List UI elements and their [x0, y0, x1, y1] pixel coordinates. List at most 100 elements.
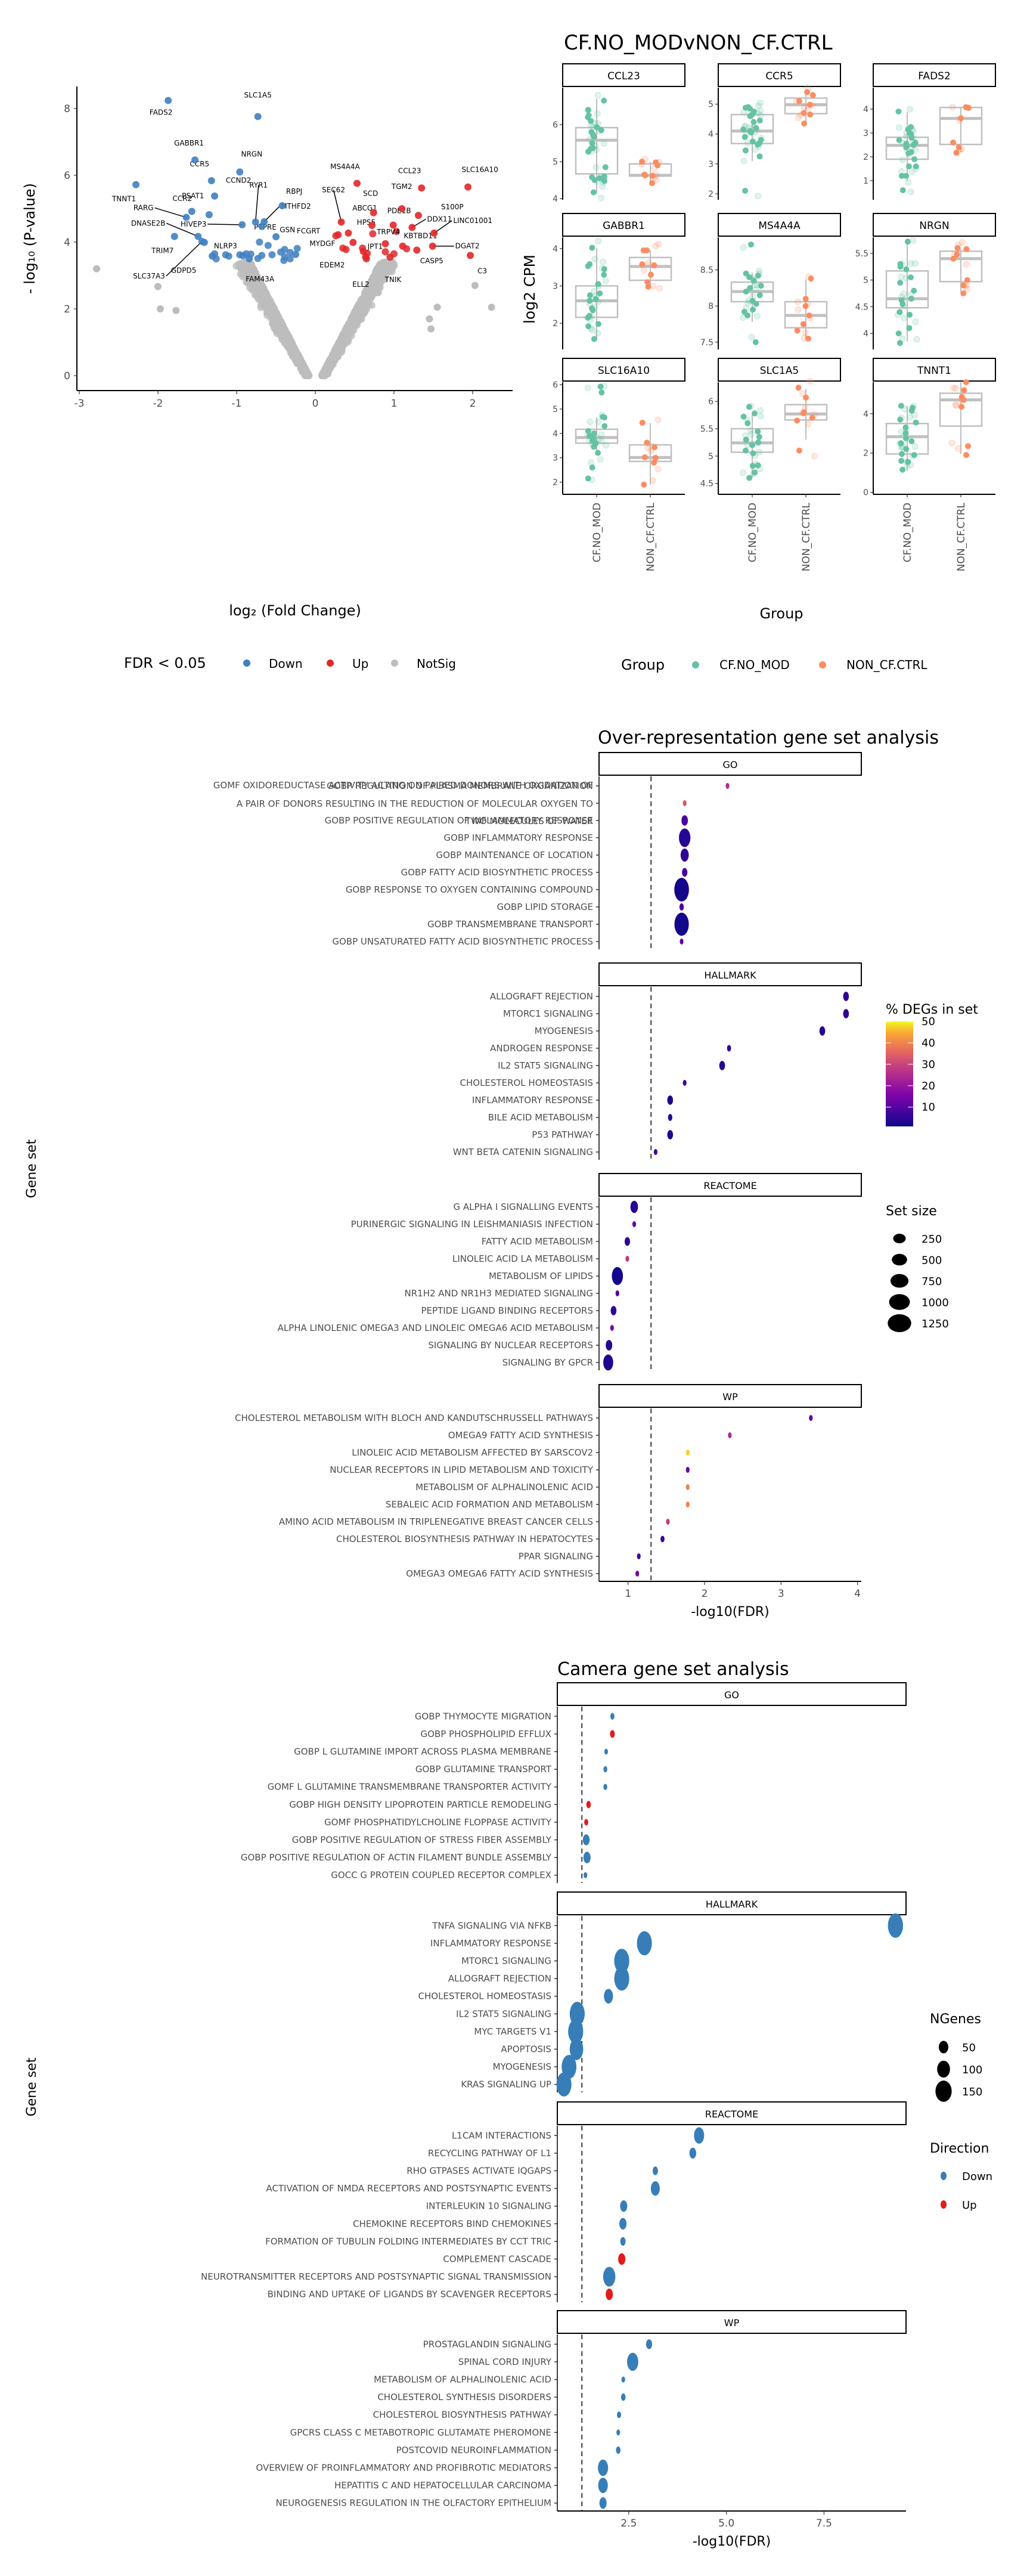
gene-set-dot — [606, 2288, 613, 2301]
sample-point — [752, 469, 758, 476]
sample-point-faded — [909, 453, 916, 460]
sample-point — [597, 290, 603, 296]
label-connector — [207, 224, 243, 225]
sample-point — [903, 446, 910, 453]
sample-point-faded — [910, 237, 917, 244]
gene-set-label: L1CAM INTERACTIONS — [452, 2130, 551, 2141]
sample-point-faded — [756, 107, 764, 114]
facet-reactome: REACTOME L1CAM INTERACTIONS RECYCLING PATH… — [201, 2101, 907, 2302]
gene-label-mthfd2: MTHFD2 — [281, 202, 311, 210]
sample-point-faded — [747, 427, 754, 434]
label-connector — [263, 206, 280, 222]
notsig-point — [364, 300, 372, 308]
sample-point-faded — [951, 251, 958, 258]
sample-point — [601, 97, 607, 104]
sample-point-faded — [795, 298, 802, 305]
sample-point-faded — [895, 124, 902, 131]
sample-point-faded — [757, 100, 764, 107]
gene-set-dot — [680, 848, 689, 862]
panel-slc1a5: SLC1A5 4.5 5 5.5 6 CF.NO_MOD NON_CF.CTRL — [700, 358, 841, 571]
gene-set-label: GOBP TRANSMEMBRANE TRANSPORT — [427, 919, 594, 930]
point-jpt1 — [359, 247, 367, 255]
sample-point-faded — [600, 140, 607, 147]
point-ms4a4a — [353, 179, 361, 187]
gene-label-gsn: GSN — [280, 226, 295, 234]
notsig-point — [249, 286, 256, 294]
point-abcg1 — [368, 222, 376, 229]
sample-point — [898, 440, 904, 447]
sample-point-faded — [802, 329, 809, 336]
gene-set-dot — [598, 2478, 608, 2494]
gene-set-label: NR1H2 AND NR1H3 MEDIATED SIGNALING — [405, 1288, 593, 1299]
facet-strip-label: HALLMARK — [706, 1899, 758, 1910]
notsig-point — [332, 348, 340, 355]
gene-set-dot — [694, 2127, 705, 2144]
gene-set-dot — [666, 1518, 670, 1525]
notsig-point — [93, 265, 101, 273]
sample-point-faded — [955, 445, 962, 452]
x-tick-label: CF.NO_MOD — [747, 503, 759, 562]
gene-set-dot — [615, 1290, 619, 1296]
gene-set-label: LINOLEIC ACID LA METABOLISM — [452, 1253, 593, 1264]
gene-set-label: CHOLESTEROL BIOSYNTHESIS PATHWAY — [373, 2410, 552, 2420]
sample-point-faded — [649, 442, 656, 450]
sample-point — [895, 330, 902, 337]
y-tick-label: 4.5 — [855, 302, 868, 312]
sample-point-faded — [649, 283, 656, 290]
sample-point — [743, 436, 749, 443]
sample-point — [908, 295, 914, 302]
facet-reactome: REACTOME G ALPHA I SIGNALLING EVENTS PURIN… — [278, 1173, 862, 1371]
sample-point-faded — [653, 177, 660, 184]
x-tick-label: CF.NO_MOD — [902, 503, 914, 562]
gene-set-label: FATTY ACID METABOLISM — [482, 1236, 593, 1247]
point-fcgrt — [334, 231, 342, 239]
sample-point-faded — [601, 383, 608, 390]
gene-set-dot — [618, 2253, 626, 2265]
sample-point-faded — [595, 435, 603, 442]
ngenes-legend-title: NGenes — [930, 2012, 981, 2027]
point-rbpj — [278, 202, 286, 209]
gene-label-casp5: CASP5 — [420, 256, 443, 265]
sample-point-faded — [655, 240, 662, 247]
notsig-point — [488, 304, 495, 311]
sample-point — [652, 454, 659, 461]
y-tick-label: 2 — [64, 304, 70, 315]
gene-label-nrgn: NRGN — [241, 150, 262, 158]
gene-set-label: GOBP RESPONSE TO OXYGEN CONTAINING COMPO… — [346, 884, 593, 895]
y-tick-label: 8 — [64, 103, 70, 115]
notsig-point — [283, 332, 290, 340]
strip-label: TNNT1 — [917, 365, 951, 377]
gene-set-dot — [630, 1200, 638, 1213]
x-axis-title: log₂ (Fold Change) — [229, 602, 361, 619]
y-tick-label: 1 — [863, 177, 868, 186]
sample-point-faded — [963, 261, 970, 268]
sample-point-faded — [593, 292, 600, 299]
label-connector — [154, 207, 187, 218]
gene-set-label: GOBP PHOSPHOLIPID EFFLUX — [421, 1729, 552, 1739]
notsig-points — [93, 258, 495, 379]
sample-point — [585, 107, 591, 113]
sample-point-faded — [964, 286, 971, 293]
y-tick-label: 4 — [553, 244, 558, 254]
sample-point-faded — [742, 122, 749, 129]
sample-point — [801, 120, 808, 127]
gene-label-rbpj: RBPJ — [286, 187, 302, 196]
gene-set-label: GOBP POSITIVE REGULATION OF INFLAMMATORY… — [325, 815, 593, 826]
strip-label: CCL23 — [607, 70, 640, 82]
x-tick-label: 1 — [391, 398, 398, 410]
gene-set-label: CHOLESTEROL BIOSYNTHESIS PATHWAY IN HEPA… — [336, 1534, 593, 1544]
direction-legend-key-down — [941, 2172, 947, 2180]
gene-label-tnik: TNIK — [384, 275, 402, 284]
sample-point-faded — [647, 447, 654, 454]
sample-point-faded — [913, 165, 920, 172]
sample-point — [601, 423, 608, 429]
gene-set-label: METABOLISM OF LIPIDS — [489, 1271, 593, 1281]
gene-set-dot — [620, 2200, 628, 2212]
gene-set-label: WNT BETA CATENIN SIGNALING — [453, 1147, 593, 1157]
size-legend-key — [888, 1314, 911, 1333]
sample-point-faded — [900, 303, 907, 310]
sample-point — [963, 452, 969, 459]
sample-point-faded — [743, 131, 750, 138]
sample-point-faded — [589, 326, 596, 333]
sig-point-down — [254, 255, 262, 262]
